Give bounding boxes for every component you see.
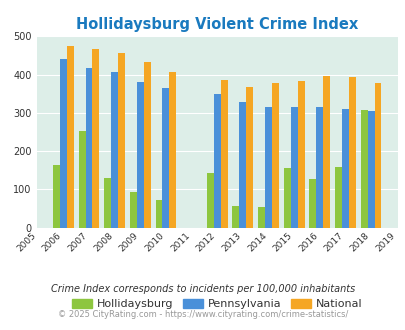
Bar [283,168,290,228]
Bar [309,179,315,228]
Bar [206,173,213,228]
Bar [290,107,297,228]
Bar [271,82,278,228]
Bar [136,82,143,228]
Bar [162,87,169,228]
Text: © 2025 CityRating.com - https://www.cityrating.com/crime-statistics/: © 2025 CityRating.com - https://www.city… [58,310,347,319]
Bar [367,111,373,228]
Title: Hollidaysburg Violent Crime Index: Hollidaysburg Violent Crime Index [76,17,358,32]
Bar [169,72,176,228]
Bar [155,200,162,228]
Bar [104,178,111,228]
Bar [220,80,227,228]
Bar [213,94,220,228]
Bar [79,131,85,228]
Bar [322,76,329,228]
Bar [341,109,348,228]
Bar [67,46,74,228]
Bar [264,107,271,228]
Bar [143,62,150,228]
Legend: Hollidaysburg, Pennsylvania, National: Hollidaysburg, Pennsylvania, National [67,294,367,314]
Bar [118,53,125,228]
Bar [130,192,136,228]
Bar [111,72,118,228]
Bar [53,165,60,228]
Bar [60,59,67,228]
Bar [92,49,99,228]
Bar [239,102,246,228]
Bar [373,82,381,228]
Bar [297,81,304,228]
Bar [246,87,253,228]
Bar [315,107,322,228]
Bar [360,110,367,228]
Bar [232,206,239,228]
Bar [85,68,92,228]
Bar [258,207,264,228]
Bar [334,167,341,228]
Text: Crime Index corresponds to incidents per 100,000 inhabitants: Crime Index corresponds to incidents per… [51,284,354,294]
Bar [348,77,355,228]
